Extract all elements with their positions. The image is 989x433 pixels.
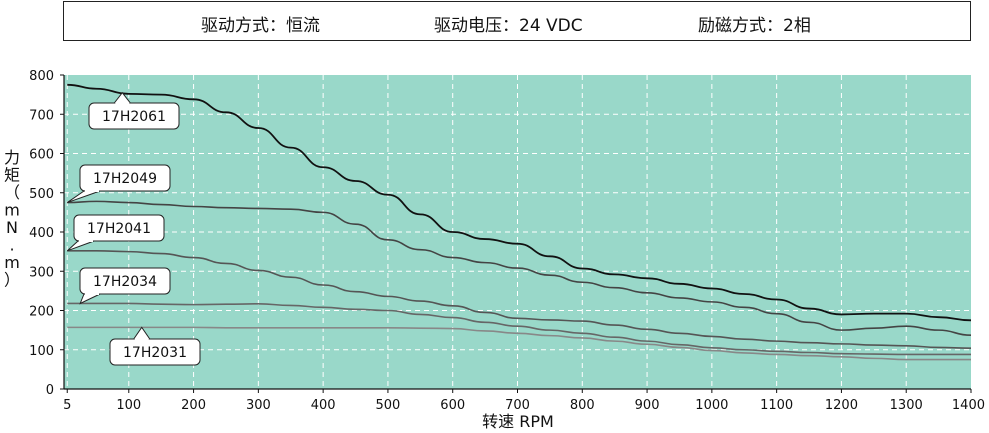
callout-label: 17H2041 xyxy=(87,221,151,237)
y-axis-title-char: m xyxy=(4,201,20,220)
y-axis-title-char: 力 xyxy=(4,148,20,167)
callout-box xyxy=(79,164,171,192)
y-axis-title-char: N xyxy=(6,218,18,237)
x-tick-label: 900 xyxy=(635,398,660,413)
series-line-17H2031 xyxy=(67,326,971,361)
series-line-17H2034 xyxy=(67,302,971,356)
x-tick-label: 200 xyxy=(181,398,206,413)
series-line-17H2049 xyxy=(67,200,972,337)
y-axis-title-char: ） xyxy=(4,271,20,290)
series-lines xyxy=(67,83,972,361)
x-tick-label: 700 xyxy=(505,398,530,413)
x-tick-label: 800 xyxy=(570,398,595,413)
grid xyxy=(64,75,971,389)
x-tick-label: 1000 xyxy=(695,398,728,413)
callout-label: 17H2061 xyxy=(102,109,166,125)
callout-17H2034: 17H2034 xyxy=(79,267,171,305)
y-tick-label: 200 xyxy=(29,305,54,320)
y-tick-label: 300 xyxy=(29,265,54,280)
drive-voltage-label: 驱动电压：24 VDC xyxy=(434,16,583,36)
callout-label: 17H2049 xyxy=(93,171,157,187)
x-tick-label: 1200 xyxy=(825,398,858,413)
excitation-mode-label: 励磁方式：2相 xyxy=(698,16,811,36)
callout-label: 17H2034 xyxy=(93,274,157,290)
y-axis-title-char: . xyxy=(9,236,14,255)
x-tick-label: 300 xyxy=(246,398,271,413)
y-tick-label: 0 xyxy=(46,383,54,398)
y-axis-title-char: 矩 xyxy=(4,166,20,185)
x-tick-label: 1100 xyxy=(760,398,793,413)
series-line-17H2041 xyxy=(67,250,972,349)
callout-box xyxy=(88,102,180,130)
x-tick-label: 1400 xyxy=(952,398,985,413)
callout-box xyxy=(79,267,171,295)
y-axis-title-char: （ xyxy=(4,183,20,202)
callout-box xyxy=(109,338,201,366)
y-tick-label: 600 xyxy=(29,148,54,163)
callout-17H2041: 17H2041 xyxy=(66,214,165,252)
y-tick-label: 100 xyxy=(29,344,54,359)
x-tick-label: 1300 xyxy=(890,398,923,413)
y-tick-label: 400 xyxy=(29,226,54,241)
callout-17H2031: 17H2031 xyxy=(109,326,201,366)
y-tick-label: 800 xyxy=(29,69,54,84)
x-tick-label: 600 xyxy=(440,398,465,413)
callout-box xyxy=(73,214,165,242)
callout-label: 17H2031 xyxy=(123,345,187,361)
drive-mode-label: 驱动方式：恒流 xyxy=(201,16,320,36)
y-tick-label: 500 xyxy=(29,187,54,202)
y-axis-title-char: m xyxy=(4,253,20,272)
x-tick-label: 500 xyxy=(376,398,401,413)
y-tick-label: 700 xyxy=(29,108,54,123)
callout-17H2061: 17H2061 xyxy=(88,91,180,130)
x-tick-label: 100 xyxy=(116,398,141,413)
axes: 0 100 200 300 400 500 600 700 800 5 100 200 300 400 50… xyxy=(29,69,985,413)
x-axis-title: 转速 RPM xyxy=(482,412,554,431)
x-tick-label: 5 xyxy=(63,398,71,413)
x-tick-label: 400 xyxy=(311,398,336,413)
callout-17H2049: 17H2049 xyxy=(66,164,171,204)
chart-header-box: 驱动方式：恒流 驱动电压：24 VDC 励磁方式：2相 xyxy=(63,1,971,41)
series-callouts: 17H2061 17H2049 17H2041 17H2034 17H2031 xyxy=(66,91,201,366)
y-axis-title: 力矩（mN.m） xyxy=(4,148,20,290)
series-line-17H2061 xyxy=(67,83,972,322)
